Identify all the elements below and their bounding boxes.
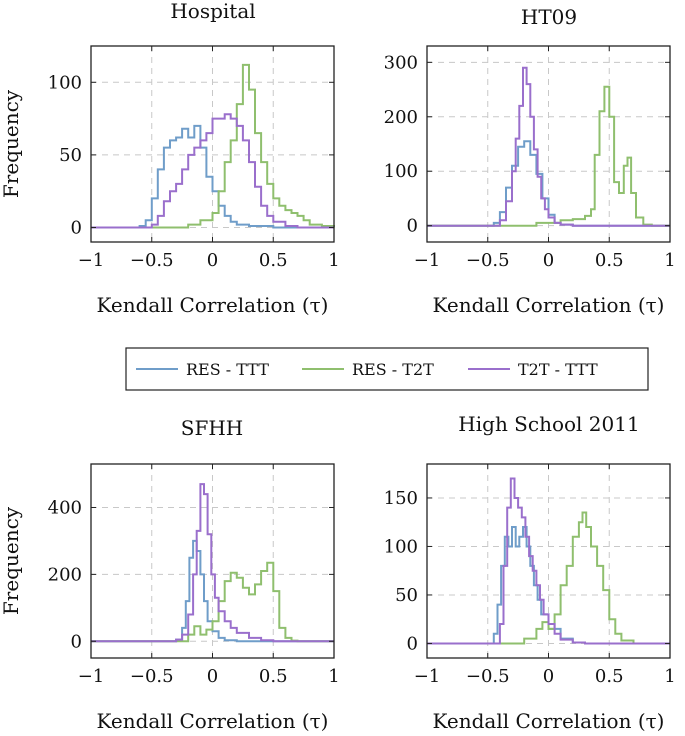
series-t2t-ttt-hospital [91, 113, 334, 229]
y-tick-label: 50 [59, 145, 82, 166]
y-tick-label: 0 [407, 633, 418, 654]
y-tick-label: 400 [48, 497, 82, 518]
x-tick-label: 0 [207, 250, 218, 271]
y-tick-label: 150 [384, 488, 418, 509]
series-res-t2t-hospital [91, 63, 335, 229]
x-axis-label: Kendall Correlation (τ) [432, 293, 664, 317]
panel-high-school-2011: −1 −0.5 0 0.5 1 0 50 100 150 High School 2011 Kend… [384, 412, 676, 733]
x-tick-label: 0 [543, 666, 554, 687]
x-tick-label: 0 [207, 666, 218, 687]
y-axis-label: Frequency [0, 89, 23, 198]
x-tick-label: 0.5 [259, 666, 288, 687]
x-axis-label: Kendall Correlation (τ) [432, 709, 664, 733]
legend-frame [125, 347, 649, 391]
series-t2t-ttt-sfhh [91, 483, 334, 643]
y-tick-label: 0 [407, 216, 418, 237]
x-tick-label: 1 [328, 666, 339, 687]
series-res-t2t-sfhh [91, 561, 334, 643]
y-tick-label: 0 [71, 631, 82, 652]
x-tick-label: −1 [78, 666, 105, 687]
x-tick-label: 1 [664, 250, 675, 271]
x-tick-label: −1 [78, 250, 105, 271]
x-tick-label: 1 [664, 666, 675, 687]
chart-title: Hospital [170, 0, 255, 23]
x-tick-label: 0.5 [259, 250, 288, 271]
x-tick-label: 0.5 [595, 250, 624, 271]
legend: RES - TTT RES - T2T T2T - TTT [125, 347, 649, 391]
panel-ht09: −1 −0.5 0 0.5 1 0 100 200 300 HT09 Kendall Correla… [384, 5, 676, 317]
y-tick-label: 200 [384, 107, 418, 128]
x-axis-label: Kendall Correlation (τ) [96, 709, 328, 733]
x-tick-label: −1 [414, 250, 441, 271]
y-tick-label: 50 [395, 585, 418, 606]
series-res-ttt-sfhh [91, 539, 334, 643]
x-axis-label: Kendall Correlation (τ) [96, 293, 328, 317]
chart-title: HT09 [521, 5, 577, 29]
x-tick-label: 1 [328, 250, 339, 271]
y-axis-label: Frequency [0, 506, 23, 615]
y-tick-label: 0 [71, 217, 82, 238]
chart-title: High School 2011 [458, 412, 639, 436]
panel-hospital: −1 −0.5 0 0.5 1 0 50 100 Hospital Kendall Correla… [0, 0, 340, 317]
x-tick-label: 0.5 [595, 666, 624, 687]
y-tick-label: 100 [384, 161, 418, 182]
legend-label-res-t2t: RES - T2T [352, 360, 434, 379]
series-t2t-ttt-ht09 [427, 66, 670, 227]
x-tick-label: −0.5 [130, 250, 174, 271]
chart-title: SFHH [181, 416, 243, 440]
series-res-ttt-hospital [91, 124, 334, 229]
series-res-ttt-high-school-2011 [427, 526, 670, 645]
x-tick-label: −0.5 [466, 250, 510, 271]
y-tick-label: 200 [48, 564, 82, 585]
panel-sfhh: −1 −0.5 0 0.5 1 0 200 400 SFHH Kendall Correlatio… [0, 416, 340, 733]
x-tick-label: −1 [414, 666, 441, 687]
y-tick-label: 100 [384, 536, 418, 557]
series-res-t2t-ht09 [427, 85, 670, 227]
x-tick-label: −0.5 [130, 666, 174, 687]
x-tick-label: 0 [543, 250, 554, 271]
x-tick-label: −0.5 [466, 666, 510, 687]
series-t2t-ttt-high-school-2011 [427, 477, 670, 645]
series-res-t2t-high-school-2011 [427, 511, 670, 645]
y-tick-label: 100 [48, 72, 82, 93]
legend-label-res-ttt: RES - TTT [186, 360, 269, 379]
y-tick-label: 300 [384, 52, 418, 73]
legend-label-t2t-ttt: T2T - TTT [518, 360, 598, 379]
